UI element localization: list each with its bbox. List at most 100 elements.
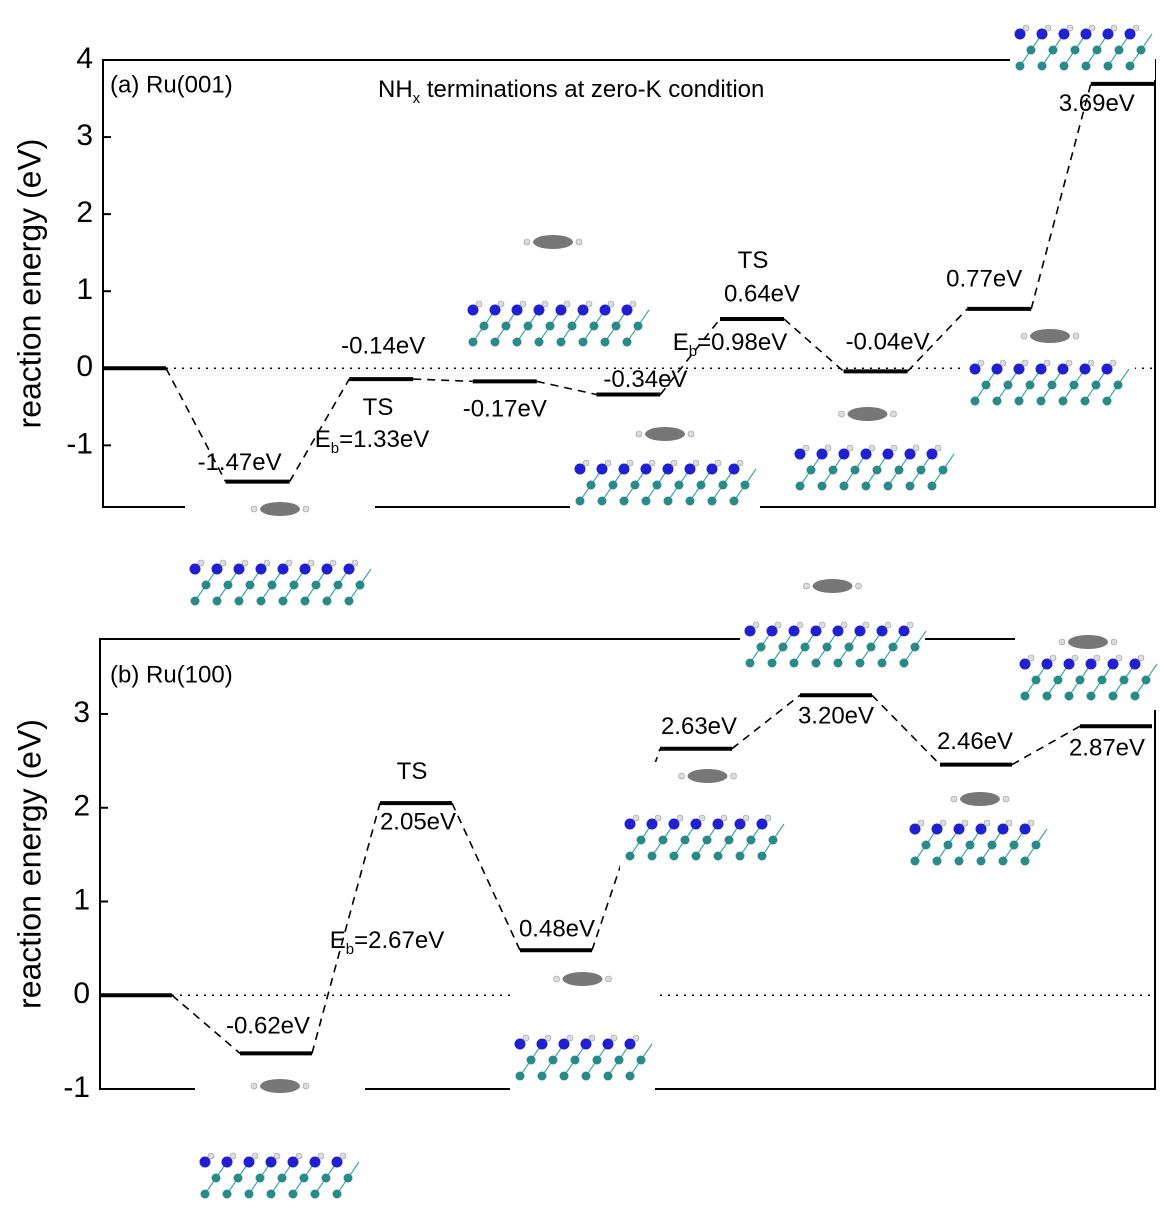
ru-atom [597, 496, 607, 506]
ru-atom [724, 835, 734, 845]
panel-label: (a) Ru(001) [110, 71, 233, 98]
ru-atom [190, 596, 200, 606]
subscript: x [413, 90, 421, 107]
n-atom [624, 1038, 636, 1050]
panel-label: (b) Ru(100) [110, 661, 233, 688]
ru-atom [548, 1055, 558, 1065]
surface-model [185, 495, 375, 615]
h-atom [934, 444, 942, 452]
n-atom [1124, 28, 1136, 40]
n-atom [1013, 363, 1025, 375]
ru-atom [746, 835, 756, 845]
ru-atom [592, 1055, 602, 1065]
ru-atom [839, 481, 849, 491]
h-atom [1027, 819, 1035, 827]
n-atom [684, 463, 696, 475]
ru-atom [641, 496, 651, 506]
ru-atom [844, 642, 854, 652]
h-atom [1071, 654, 1079, 662]
ru-atom [310, 1189, 320, 1199]
ru-atom [344, 596, 354, 606]
h-atom [678, 772, 685, 780]
surface-model [1015, 628, 1161, 710]
value-label: -0.34eV [603, 366, 687, 393]
ru-atom [828, 465, 838, 475]
ru-atom [200, 1189, 210, 1199]
text-part: TS [397, 758, 428, 785]
ru-atom [669, 851, 679, 861]
h-atom [654, 814, 662, 822]
h-atom [197, 559, 205, 567]
value-label: -0.62eV [226, 1013, 310, 1040]
ru-atom [795, 481, 805, 491]
ru-atom [1069, 380, 1079, 390]
n-atom [574, 463, 586, 475]
ru-atom [1025, 380, 1035, 390]
ru-atom [1042, 691, 1052, 701]
ru-atom [767, 658, 777, 668]
n-atom [221, 1156, 233, 1168]
h-atom [824, 444, 832, 452]
ru-atom [614, 1055, 624, 1065]
connector [171, 994, 241, 1054]
surface-model [790, 400, 955, 500]
h-atom [862, 621, 870, 629]
ru-atom [822, 642, 832, 652]
ru-atom [943, 840, 953, 850]
ru-atom [1020, 856, 1030, 866]
ru-atom [981, 380, 991, 390]
h-atom [1043, 359, 1051, 367]
h-atom [582, 459, 590, 467]
annotation: Eb=0.98eV [673, 329, 787, 360]
ru-atom [729, 496, 739, 506]
h-atom [588, 1034, 596, 1042]
ru-atom [811, 658, 821, 668]
ru-atom [537, 1071, 547, 1081]
ru-atom [850, 465, 860, 475]
h-atom [1132, 24, 1140, 32]
connector [783, 318, 845, 372]
ru-atom [1014, 396, 1024, 406]
h-atom [302, 505, 310, 513]
ru-atom [578, 337, 588, 347]
surface-model [740, 572, 927, 677]
ru-atom [630, 480, 640, 490]
ru-atom [674, 480, 684, 490]
ru-atom [603, 1071, 613, 1081]
ru-atom [636, 835, 646, 845]
ru-atom [1047, 380, 1057, 390]
h-atom [912, 444, 920, 452]
surface-model [195, 1072, 365, 1208]
h-atom [890, 410, 897, 418]
value-label: 0.48eV [519, 916, 595, 943]
h-atom [736, 459, 744, 467]
ru-atom [905, 481, 915, 491]
adsorbate [645, 427, 685, 441]
surface-model [510, 965, 655, 1090]
n-atom [533, 304, 545, 316]
value-label: 3.69eV [1059, 90, 1135, 117]
ru-atom [833, 658, 843, 668]
h-atom [977, 359, 985, 367]
y-tick-label: 3 [73, 696, 90, 729]
ru-atom [1009, 840, 1019, 850]
h-atom [687, 430, 695, 438]
ru-atom [757, 851, 767, 861]
n-atom [832, 625, 844, 637]
ru-atom [322, 596, 332, 606]
h-atom [329, 559, 337, 567]
ru-atom [556, 337, 566, 347]
ru-atom [278, 596, 288, 606]
connector [659, 318, 721, 395]
h-atom [692, 459, 700, 467]
n-atom [211, 563, 223, 575]
y-tick-label: 3 [76, 119, 93, 152]
ru-atom [589, 321, 599, 331]
ru-atom [526, 1055, 536, 1065]
h-atom [1021, 359, 1029, 367]
n-atom [668, 818, 680, 830]
h-atom [961, 819, 969, 827]
ru-atom [965, 840, 975, 850]
ru-atom [515, 1071, 525, 1081]
h-atom [1027, 654, 1035, 662]
